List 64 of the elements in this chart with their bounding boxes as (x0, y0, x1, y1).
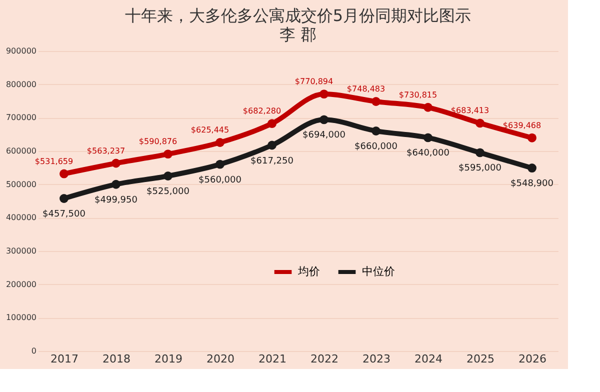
chart-title: 十年来，大多伦多公寓成交价5月份同期对比图示 (124, 6, 472, 25)
x-tick-label: 2021 (258, 352, 286, 366)
point (268, 140, 276, 150)
data-label: $457,500 (42, 210, 86, 220)
point (528, 133, 536, 142)
y-tick-label: 400000 (6, 213, 36, 222)
data-label: $730,815 (398, 90, 438, 100)
point (60, 194, 68, 203)
point (320, 90, 328, 98)
point (320, 115, 328, 124)
point (476, 148, 484, 158)
point (112, 158, 120, 168)
x-tick-label: 2020 (206, 352, 234, 366)
data-label: $770,894 (294, 77, 334, 86)
data-label: $683,413 (450, 106, 490, 116)
y-tick-label: 500000 (6, 180, 36, 189)
point (268, 119, 276, 128)
data-label: $694,000 (302, 130, 346, 141)
x-tick-label: 2023 (362, 352, 390, 366)
y-tick-label: 0 (31, 346, 36, 356)
y-tick-label: 900000 (6, 46, 36, 56)
x-tick-label: 2017 (50, 352, 78, 366)
legend-label: 均价 (297, 265, 320, 278)
y-tick-label: 200000 (6, 280, 36, 289)
x-tick-label: 2025 (466, 352, 494, 366)
point (164, 172, 172, 180)
point (372, 97, 380, 106)
data-label: $525,000 (146, 187, 190, 197)
point (528, 164, 536, 172)
data-label: $640,000 (406, 148, 450, 159)
data-label: $639,468 (502, 120, 542, 130)
point (60, 169, 68, 178)
y-tick-label: 300000 (6, 246, 36, 256)
point (164, 150, 172, 159)
point (424, 133, 432, 142)
x-tick-label: 2022 (310, 352, 338, 366)
x-tick-label: 2026 (518, 352, 546, 366)
x-tick-label: 2019 (154, 352, 182, 366)
chart-subtitle: 李 郡 (279, 25, 317, 44)
y-tick-label: 700000 (6, 113, 36, 122)
y-tick-label: 800000 (6, 80, 36, 89)
legend-label: 中位价 (362, 265, 395, 278)
data-label: $660,000 (354, 142, 398, 152)
data-label: $617,250 (250, 156, 294, 166)
data-label: $748,483 (346, 84, 386, 94)
data-label: $560,000 (198, 175, 242, 186)
data-label: $563,237 (86, 146, 126, 156)
data-label: $531,659 (34, 156, 74, 166)
data-label: $625,445 (190, 126, 230, 135)
point (372, 126, 380, 136)
x-tick-label: 2018 (102, 352, 130, 366)
y-tick-label: 600000 (6, 146, 36, 156)
point (216, 160, 224, 169)
point (112, 180, 120, 189)
y-tick-label: 100000 (6, 313, 36, 322)
data-label: $682,280 (242, 106, 282, 116)
point (424, 102, 432, 112)
point (476, 118, 484, 128)
x-tick-label: 2024 (414, 352, 442, 366)
data-label: $499,950 (94, 195, 138, 206)
data-label: $595,000 (458, 164, 502, 174)
point (216, 138, 224, 147)
data-label: $548,900 (510, 179, 554, 190)
data-label: $590,876 (138, 137, 178, 146)
